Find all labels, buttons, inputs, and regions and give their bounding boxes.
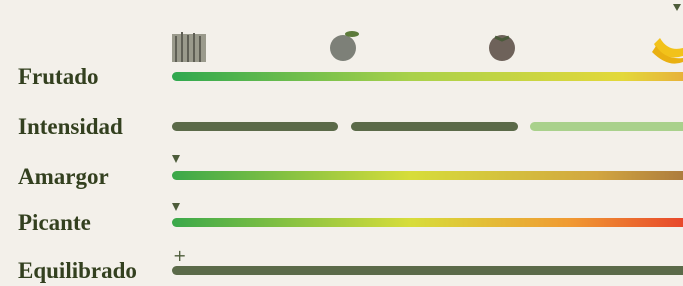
row-label: Equilibrado [18, 258, 137, 283]
row-label: Frutado [18, 64, 99, 89]
scale-segment [172, 122, 338, 131]
scale-segment [530, 122, 683, 131]
scale-bar [172, 171, 683, 180]
taste-profile: Frutado Intensidad Amargor Picante + Equ… [0, 0, 683, 286]
icon-wheat [172, 32, 206, 62]
row-label: Intensidad [18, 114, 123, 139]
row-label: Amargor [18, 164, 109, 189]
page: Frutado Intensidad Amargor Picante + Equ… [0, 0, 683, 286]
icon-tomato [489, 35, 515, 61]
scale-bar [172, 72, 683, 81]
position-marker: + [173, 246, 186, 265]
scale-bar [172, 218, 683, 227]
scale-bar [172, 266, 683, 275]
scale-segment [351, 122, 518, 131]
row-label: Picante [18, 210, 91, 235]
